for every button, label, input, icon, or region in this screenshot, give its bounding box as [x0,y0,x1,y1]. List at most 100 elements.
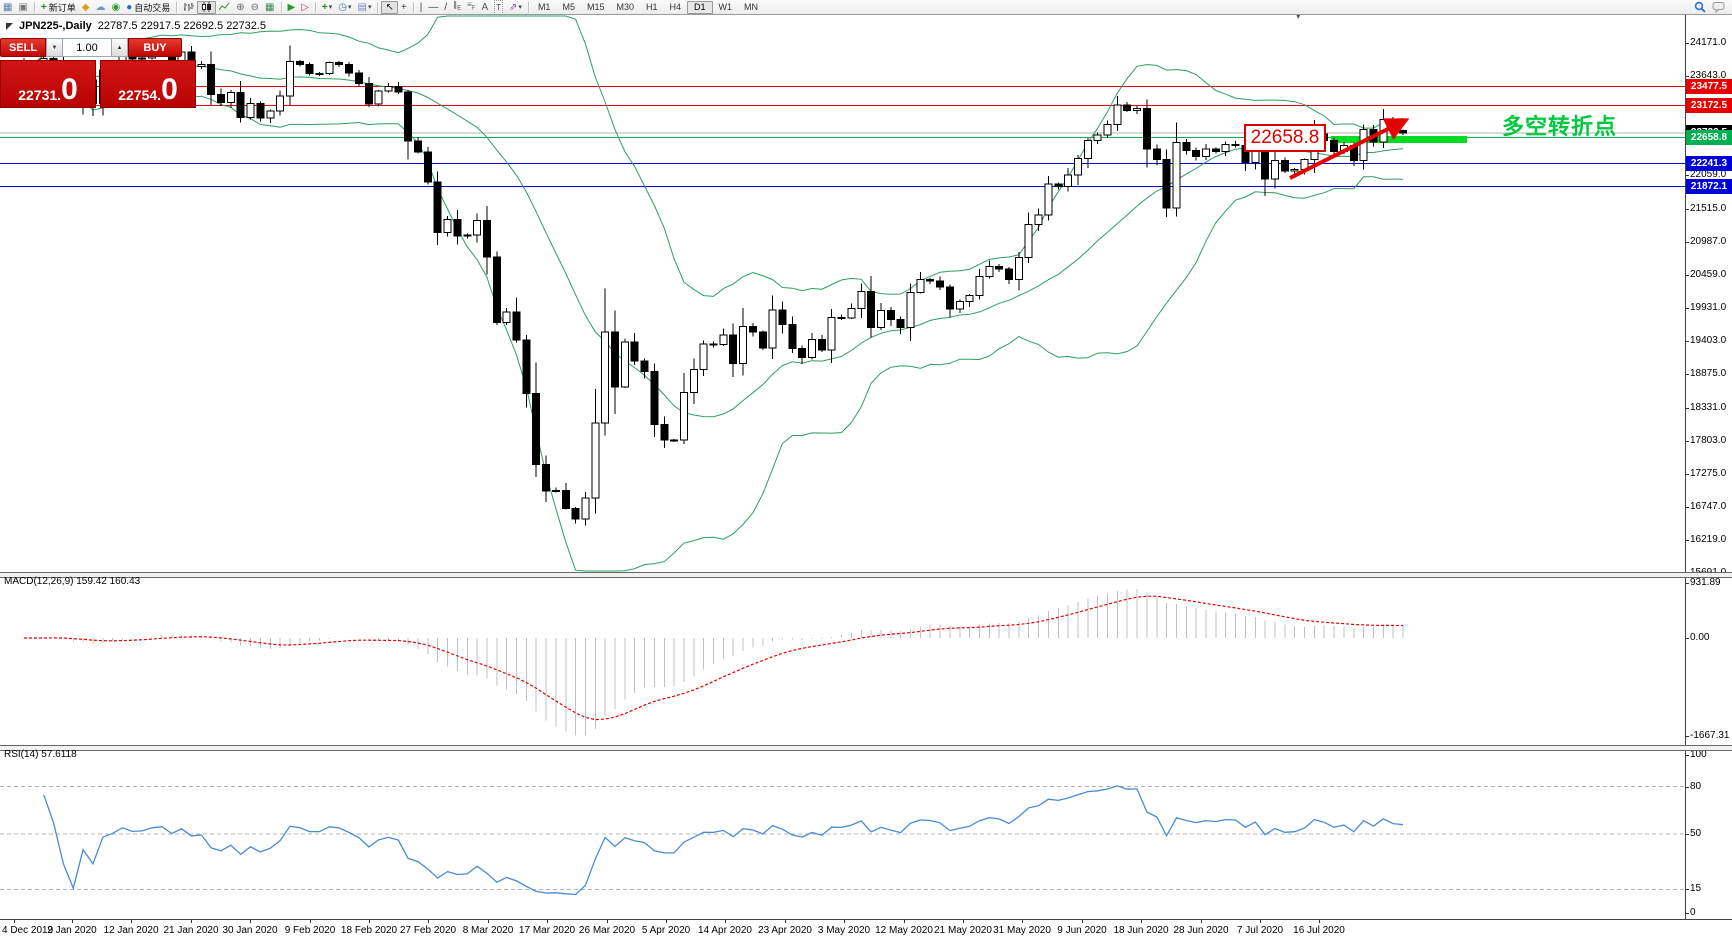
bollinger-bands [33,15,1404,572]
price-tick-label: 931.89 [1690,577,1721,588]
zoom-in-button[interactable]: ⊕ [233,1,247,14]
new-order-button[interactable]: + 新订单 [38,1,79,14]
channel-icon: ∥E [453,0,462,12]
arrows-tool[interactable]: ⇗ ▾ [506,1,525,14]
new-chart-button[interactable]: ▦ [0,1,15,14]
bar-chart-mode-button[interactable] [180,1,197,14]
timeframe-w1[interactable]: W1 [718,2,733,12]
timeframe-m15[interactable]: M15 [586,2,605,12]
auto-scroll-button[interactable]: ▶ [285,1,299,14]
trendline-tool[interactable]: / [441,1,450,14]
timeframe-h1[interactable]: H1 [646,2,658,12]
date-label: 3 May 2020 [817,925,871,936]
auto-scroll-icon: ▶ [287,1,296,13]
timeframe-h4[interactable]: H4 [669,2,682,12]
timeframe-mn[interactable]: MN [744,2,759,12]
tick-mark [1685,755,1689,756]
trendline-icon: / [444,1,448,13]
price-annotation-box[interactable]: 22658.8 [1244,124,1326,152]
rsi-label: RSI(14) 57.6118 [4,749,77,760]
rsi-panel-splitter[interactable] [0,745,1732,751]
sell-price-box[interactable]: 22731. 0 [0,60,96,108]
time-tick-mark [1319,920,1320,923]
candlestick-mode-button[interactable] [197,0,217,14]
buy-button[interactable]: BUY [128,38,182,57]
cloud-icon: ☁ [95,1,106,13]
date-label: 21 May 2020 [934,925,992,936]
tile-windows-icon: ▦ [265,1,275,13]
turning-point-note[interactable]: 多空转折点 [1502,114,1618,139]
price-tick-label: 18875.0 [1690,368,1727,379]
profiles-icon: ▣ [18,1,28,13]
autotrading-icon: ● [126,1,133,13]
chat-button[interactable] [1709,1,1728,14]
periods-button[interactable]: ◷ ▾ [335,1,354,14]
separator [377,1,379,13]
date-label: 9 Jun 2020 [1057,925,1107,936]
indicators-icon: + [321,1,328,13]
crosshair-button[interactable]: + [398,1,410,14]
highlight-bar[interactable] [1331,136,1467,143]
buy-price-box[interactable]: 22754. 0 [100,60,196,108]
chevron-down-icon: ▾ [328,4,333,11]
channel-tool[interactable]: ∥E [450,0,464,14]
navigator-button[interactable]: ◆ [79,1,93,14]
vertical-line-tool[interactable]: | [417,1,426,14]
arrows-icon: ⇗ [509,1,518,13]
time-tick-mark [607,920,608,923]
separator [314,1,316,13]
price-tick-label: 15 [1690,883,1702,894]
expand-icon[interactable] [6,22,13,30]
zoom-out-button[interactable]: ⊖ [248,1,262,14]
search-icon [1694,1,1706,13]
date-label: 2 Jan 2020 [47,925,97,936]
tile-windows-button[interactable]: ▦ [262,1,277,14]
bar-chart-icon [184,3,195,11]
sell-button[interactable]: SELL [0,38,46,57]
zoom-in-icon: ⊕ [236,1,245,13]
price-tick-label: 17275.0 [1690,468,1727,479]
date-label: 7 Jul 2020 [1236,925,1284,936]
volume-decrease-button[interactable]: ▼ [46,38,63,57]
time-tick-mark [904,920,905,923]
rsi-line [43,785,1404,896]
timeframe-m30[interactable]: M30 [616,2,634,12]
indicators-button[interactable]: + ▾ [319,1,335,14]
line-chart-mode-button[interactable] [216,1,233,14]
price-tick-label: 18331.0 [1690,402,1727,413]
signals-icon: ◉ [111,1,121,13]
tick-mark [1685,638,1689,639]
price-tick-label: 16219.0 [1690,534,1727,545]
volume-increase-button[interactable]: ▲ [111,38,128,57]
macd-panel-splitter[interactable] [0,572,1732,578]
profiles-button[interactable]: ▣ [15,1,30,14]
date-label: 27 Feb 2020 [399,925,457,936]
autotrading-label: 自动交易 [134,2,171,13]
tick-mark [1685,374,1689,375]
candles-layer [20,41,1407,526]
date-label: 21 Jan 2020 [163,925,219,936]
signals-button[interactable]: ◉ [108,1,123,14]
timeframe-m1[interactable]: M1 [537,2,551,12]
tick-mark [1685,175,1689,176]
cloud-button[interactable]: ☁ [92,1,108,14]
vertical-line-icon: | [419,1,423,13]
horizontal-line-tool[interactable]: — [425,1,441,14]
cursor-button[interactable]: ↖ [381,0,398,14]
timeframe-d1[interactable]: D1 [687,0,713,14]
volume-input[interactable] [63,38,111,57]
time-tick-mark [131,920,132,923]
text-tool[interactable]: A [478,1,491,14]
autotrading-button[interactable]: ● 自动交易 [123,1,173,14]
fibonacci-tool[interactable]: ≡F [464,0,478,14]
timeframe-m5[interactable]: M5 [562,2,575,12]
time-tick-mark [14,920,15,923]
date-label: 5 Apr 2020 [641,925,691,936]
tick-mark [1685,474,1689,475]
search-button[interactable] [1691,1,1709,14]
chart-shift-button[interactable]: ▷ [298,1,312,14]
text-label-tool[interactable]: T [491,0,506,15]
tick-mark [1685,408,1689,409]
templates-button[interactable]: ▤ ▾ [355,1,375,14]
